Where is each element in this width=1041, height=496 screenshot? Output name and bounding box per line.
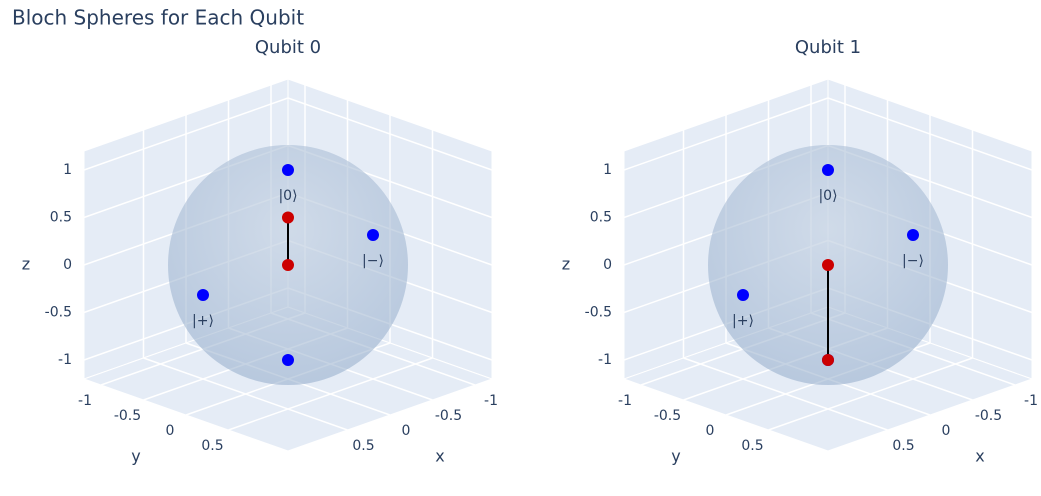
point-label: |+⟩ xyxy=(732,313,754,329)
point xyxy=(282,259,294,271)
point xyxy=(282,354,294,366)
x-axis-title: x xyxy=(435,447,444,466)
x-tick-label: 0 xyxy=(942,423,951,439)
point xyxy=(822,164,834,176)
grid-line xyxy=(228,357,433,431)
z-tick-label: -1 xyxy=(598,352,612,368)
point xyxy=(282,211,294,224)
chart-title: Bloch Spheres for Each Qubit xyxy=(12,6,304,30)
y-tick-label: 0 xyxy=(166,423,175,439)
point-label: |+⟩ xyxy=(192,313,214,329)
z-tick-label: 0 xyxy=(603,257,612,273)
grid-line xyxy=(83,97,289,171)
point xyxy=(197,289,209,301)
y-tick-label: 0.5 xyxy=(741,438,763,454)
point xyxy=(367,229,379,241)
z-axis-title: z xyxy=(562,255,570,274)
x-tick-label: -1 xyxy=(484,393,498,409)
z-tick-label: 1 xyxy=(603,162,612,178)
x-tick-label: -0.5 xyxy=(975,408,1002,424)
z-tick-label: -0.5 xyxy=(45,305,72,321)
z-tick-label: -0.5 xyxy=(585,305,612,321)
y-tick-label: -1 xyxy=(78,393,92,409)
x-tick-label: 0 xyxy=(402,423,411,439)
y-tick-label: -0.5 xyxy=(114,408,141,424)
y-axis-title: y xyxy=(131,447,140,466)
grid-line xyxy=(287,97,493,171)
point xyxy=(282,164,294,176)
y-tick-label: 0.5 xyxy=(201,438,223,454)
point-label: |0⟩ xyxy=(278,188,297,204)
z-tick-label: 0.5 xyxy=(590,210,612,226)
point xyxy=(907,229,919,241)
y-tick-label: -1 xyxy=(618,393,632,409)
y-axis-title: y xyxy=(671,447,680,466)
point-label: |0⟩ xyxy=(818,188,837,204)
x-tick-label: 0.5 xyxy=(352,438,374,454)
point xyxy=(822,259,834,271)
z-axis-title: z xyxy=(22,255,30,274)
x-tick-label: -1 xyxy=(1024,393,1038,409)
grid-line xyxy=(768,357,973,431)
subplot-title: Qubit 1 xyxy=(795,37,861,58)
z-tick-label: 0 xyxy=(63,257,72,273)
y-tick-label: -0.5 xyxy=(654,408,681,424)
z-tick-label: 1 xyxy=(63,162,72,178)
y-tick-label: 0 xyxy=(706,423,715,439)
x-tick-label: -0.5 xyxy=(435,408,462,424)
point-label: |−⟩ xyxy=(902,253,924,269)
point xyxy=(822,354,834,366)
grid-line xyxy=(827,97,1033,171)
x-axis-title: x xyxy=(975,447,984,466)
point-label: |−⟩ xyxy=(362,253,384,269)
subplot-title: Qubit 0 xyxy=(255,37,321,58)
grid-line xyxy=(623,97,829,171)
z-tick-label: 0.5 xyxy=(50,210,72,226)
point xyxy=(737,289,749,301)
z-tick-label: -1 xyxy=(58,352,72,368)
x-tick-label: 0.5 xyxy=(892,438,914,454)
